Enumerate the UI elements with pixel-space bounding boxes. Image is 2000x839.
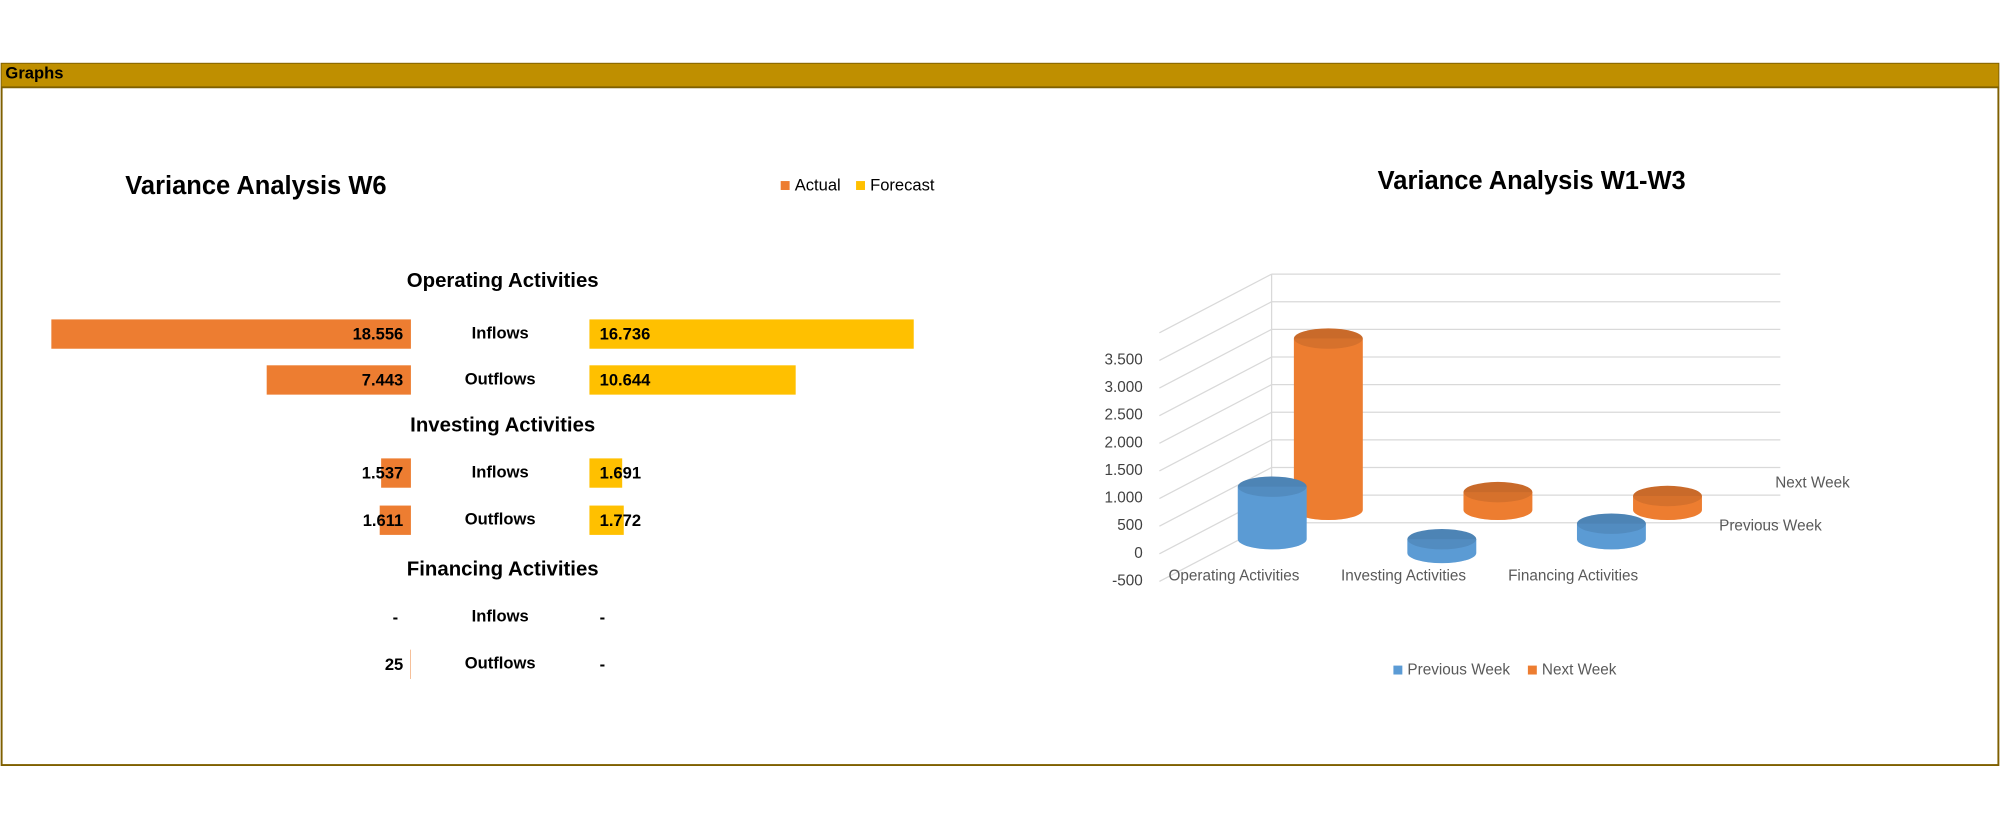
row-label: Outflows — [465, 510, 536, 529]
y-tick-label: 1.500 — [1105, 462, 1143, 479]
side-grid-line — [1159, 301, 1272, 361]
bar — [589, 319, 914, 349]
y-tick-label: 2.500 — [1105, 407, 1143, 424]
legend-label: Previous Week — [1407, 662, 1510, 679]
bar-shade — [1576, 523, 1646, 550]
bar — [589, 505, 624, 535]
row-label: Inflows — [472, 462, 529, 481]
chart-title: Variance Analysis W1-W3 — [1378, 167, 1686, 195]
side-grid-line — [1159, 439, 1272, 500]
bar — [51, 319, 411, 349]
y-tick-label: 500 — [1117, 517, 1143, 534]
value-label: 16.736 — [600, 325, 651, 344]
value-label: 1.691 — [600, 464, 641, 483]
bar-shade — [1633, 496, 1702, 521]
row-label: Outflows — [465, 369, 536, 388]
value-label: - — [600, 655, 606, 674]
value-label: - — [393, 608, 399, 627]
header-title: Graphs — [5, 63, 63, 82]
depth-axis-label: Next Week — [1775, 474, 1850, 491]
value-label: - — [600, 608, 606, 627]
x-tick-label: Operating Activities — [1169, 567, 1300, 584]
bar-top — [1407, 528, 1477, 550]
value-label: 10.644 — [600, 371, 651, 390]
side-grid-line — [1159, 411, 1272, 472]
y-tick-label: 0 — [1134, 545, 1143, 562]
y-tick-label: 2.000 — [1105, 434, 1143, 451]
bar-top — [1463, 481, 1533, 503]
value-label: 7.443 — [362, 371, 403, 390]
bar-top — [1633, 485, 1702, 507]
value-label: 1.537 — [362, 464, 403, 483]
group-heading: Investing Activities — [410, 414, 595, 436]
y-tick-label: 3.500 — [1105, 351, 1143, 368]
wall-edge — [1159, 273, 1272, 334]
side-grid-line — [1159, 384, 1272, 444]
value-label: 1.772 — [600, 511, 641, 530]
y-tick-label: 1.000 — [1105, 490, 1143, 507]
side-grid-line — [1159, 356, 1272, 417]
header-bar — [1, 63, 1999, 87]
bar — [1293, 338, 1363, 521]
group-heading: Financing Activities — [407, 558, 599, 580]
legend-label: Actual — [795, 176, 841, 195]
bar — [589, 458, 623, 488]
chart-title: Variance Analysis W6 — [125, 172, 386, 200]
bar — [1237, 486, 1307, 550]
bar — [589, 365, 796, 395]
y-tick-label: 3.000 — [1105, 379, 1143, 396]
legend-label: Next Week — [1542, 662, 1617, 679]
y-tick-label: -500 — [1112, 572, 1143, 589]
bar — [381, 458, 411, 488]
bar-top — [1293, 328, 1363, 349]
depth-axis-label: Previous Week — [1719, 518, 1822, 535]
legend-swatch — [856, 181, 865, 190]
bar-shade — [1463, 492, 1533, 521]
panel-frame — [0, 62, 2000, 767]
bar-shade — [1407, 539, 1477, 564]
value-label: 1.611 — [363, 511, 404, 530]
bar — [379, 505, 411, 535]
row-label: Inflows — [472, 323, 529, 342]
row-label: Inflows — [472, 607, 529, 626]
side-grid-line — [1159, 328, 1272, 389]
bar-top — [1237, 476, 1307, 497]
group-heading: Operating Activities — [407, 270, 599, 292]
legend-swatch — [1527, 665, 1537, 675]
legend-label: Forecast — [870, 176, 935, 195]
legend-swatch — [780, 181, 790, 190]
bar-shade — [1237, 486, 1307, 550]
x-tick-label: Investing Activities — [1341, 567, 1466, 584]
bar-shade — [1293, 338, 1363, 521]
x-tick-label: Financing Activities — [1508, 567, 1638, 584]
legend-swatch — [1393, 665, 1403, 675]
value-label: 25 — [385, 655, 403, 674]
side-grid-line — [1159, 466, 1272, 527]
value-label: 18.556 — [353, 325, 404, 344]
bar-top — [1576, 513, 1646, 534]
row-label: Outflows — [465, 654, 536, 673]
bar — [266, 365, 411, 395]
